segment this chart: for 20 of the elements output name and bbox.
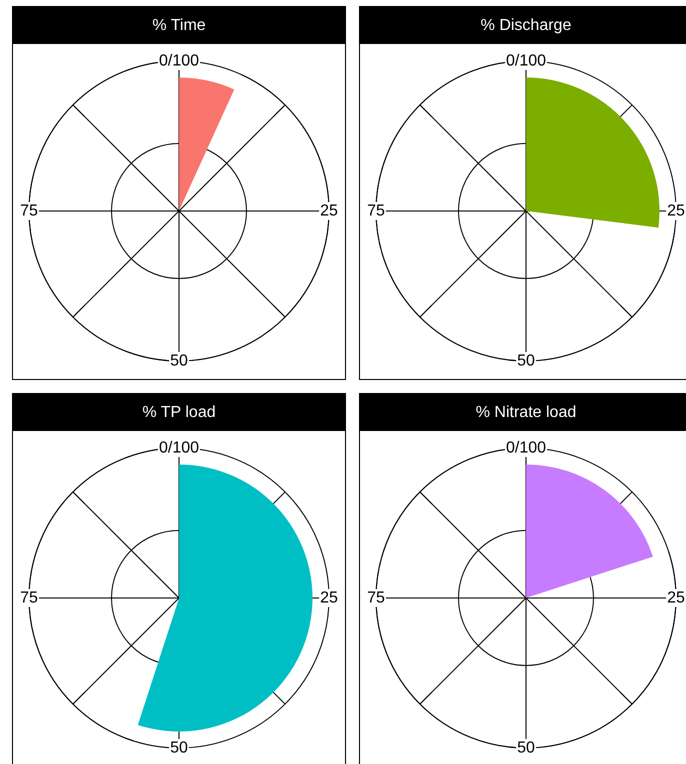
text: 25 [667,589,685,606]
text: 0/100 [158,439,200,456]
text: 75 [20,589,38,606]
chart-title: % Discharge [360,7,686,44]
text: 50 [170,739,188,756]
text: 0/100 [158,52,200,70]
text: 25 [320,589,338,606]
chart-title: % Nitrate load [360,394,686,431]
text: 0/100 [506,439,546,456]
chart-title: % TP load [13,394,345,431]
text: 25 [667,202,685,220]
text: 75 [20,202,38,220]
text: 50 [517,739,535,756]
text: 50 [517,352,535,370]
text: 25 [320,202,338,220]
chart-title: % Time [13,7,345,44]
text: 0/100 [506,52,546,70]
text: 75 [367,202,385,220]
text: 50 [170,352,188,370]
text: 75 [367,589,385,606]
